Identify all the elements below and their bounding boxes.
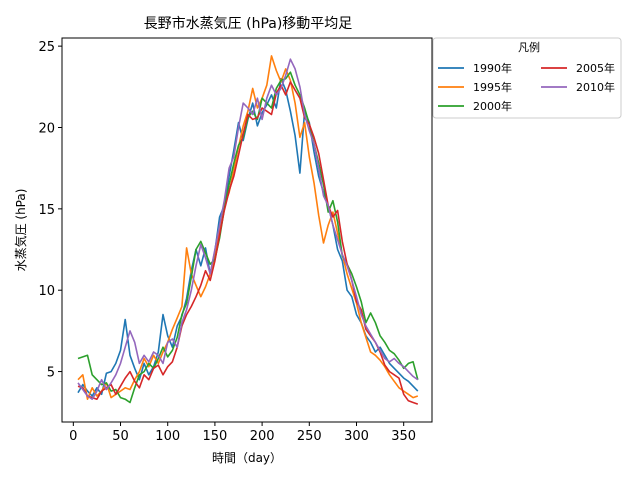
- x-tick-label: 100: [155, 429, 180, 444]
- legend-label-3: 2000年: [473, 99, 512, 113]
- x-tick-label: 250: [297, 429, 322, 444]
- x-tick-label: 150: [202, 429, 227, 444]
- legend-items: 1990年 1995年 2000年 2005年 2010年: [438, 61, 615, 113]
- x-tick-label: 300: [344, 429, 369, 444]
- x-tick-label: 200: [250, 429, 275, 444]
- legend-label-2: 1995年: [473, 80, 512, 94]
- y-tick-label: 25: [38, 40, 55, 55]
- plot-frame: [61, 37, 433, 423]
- y-tick-label: 5: [47, 366, 55, 381]
- legend-title: 凡例: [518, 40, 540, 54]
- series-line-5: [77, 58, 419, 400]
- legend-label-5: 2010年: [576, 80, 615, 94]
- x-axis: 0 50 100 150 200 250 300 350: [69, 422, 416, 444]
- y-axis-label: 水蒸気圧 (hPa): [13, 189, 28, 272]
- legend: 凡例 1990年 1995年 2000年 2005年 2010年: [432, 37, 622, 119]
- x-tick-label: 0: [69, 429, 77, 444]
- legend-label-1: 1990年: [473, 61, 512, 75]
- legend-label-4: 2005年: [576, 61, 615, 75]
- y-tick-label: 15: [38, 203, 55, 218]
- plot-area: 0 50 100 150 200 250 300 350 5 10 15 20 25: [38, 37, 433, 444]
- plot-background: [62, 38, 432, 422]
- x-axis-label: 時間（day）: [212, 451, 282, 465]
- x-tick-label: 50: [112, 429, 129, 444]
- y-tick-label: 10: [38, 284, 55, 299]
- y-axis: 5 10 15 20 25: [38, 40, 62, 381]
- chart-title: 長野市水蒸気圧 (hPa)移動平均足: [144, 15, 353, 32]
- series-line-4: [77, 81, 419, 405]
- legend-box: [432, 37, 622, 119]
- series-layer: [77, 55, 419, 405]
- x-tick-label: 350: [391, 429, 416, 444]
- y-tick-label: 20: [38, 121, 55, 136]
